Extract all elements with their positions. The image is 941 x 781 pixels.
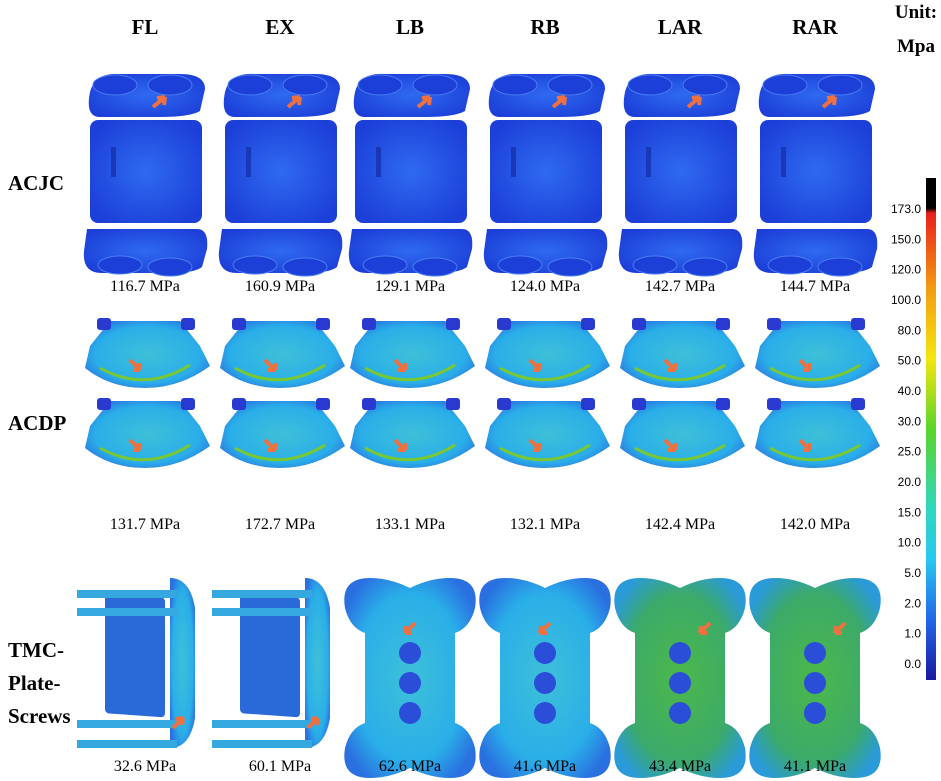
fea-image	[350, 318, 475, 468]
colorbar-label: 40.0	[898, 384, 922, 398]
fea-image	[220, 318, 345, 468]
colorbar-label: 30.0	[898, 414, 922, 428]
column-header: LAR	[658, 15, 703, 39]
fea-image	[485, 318, 610, 468]
fea-image	[481, 71, 610, 279]
column-header: LB	[396, 15, 424, 39]
colorbar-label: 50.0	[898, 354, 922, 368]
fea-image	[477, 576, 613, 780]
colorbar-label: 173.0	[891, 202, 921, 216]
fea-image	[346, 71, 475, 279]
stress-value: 142.4 MPa	[645, 516, 715, 533]
column-header: EX	[265, 15, 294, 39]
colorbar-label: 1.0	[904, 627, 921, 641]
stress-value: 142.7 MPa	[645, 278, 715, 295]
fea-image	[612, 576, 748, 780]
row-label: TMC-	[8, 638, 64, 662]
colorbar-label: 150.0	[891, 232, 921, 246]
colorbar-label: 2.0	[904, 596, 921, 610]
stress-value: 160.9 MPa	[245, 278, 315, 295]
stress-value: 132.1 MPa	[510, 516, 580, 533]
row-label: ACJC	[8, 171, 64, 195]
stress-value: 41.6 MPa	[514, 758, 576, 775]
colorbar-label: 20.0	[898, 475, 922, 489]
row-label: Plate-	[8, 671, 60, 695]
stress-value: 129.1 MPa	[375, 278, 445, 295]
stress-value: 142.0 MPa	[780, 516, 850, 533]
fea-image	[75, 576, 197, 750]
fea-image	[85, 318, 210, 468]
row-label: Screws	[8, 704, 71, 728]
column-header: RAR	[792, 15, 838, 39]
colorbar-label: 120.0	[891, 263, 921, 277]
fea-image	[620, 318, 745, 468]
colorbar-label: 15.0	[898, 505, 922, 519]
stress-value: 144.7 MPa	[780, 278, 850, 295]
colorbar-label: 25.0	[898, 445, 922, 459]
colorbar	[926, 178, 936, 680]
stress-value: 131.7 MPa	[110, 516, 180, 533]
colorbar-label: 5.0	[904, 566, 921, 580]
stress-value: 41.1 MPa	[784, 758, 846, 775]
stress-value: 43.4 MPa	[649, 758, 711, 775]
fea-image	[747, 576, 883, 780]
fea-image	[210, 576, 332, 750]
row-label: ACDP	[8, 411, 66, 435]
colorbar-label: 100.0	[891, 293, 921, 307]
stress-value: 62.6 MPa	[379, 758, 441, 775]
colorbar-label: 10.0	[898, 536, 922, 550]
stress-value: 116.7 MPa	[110, 278, 180, 295]
fea-image	[751, 71, 880, 279]
stress-value: 133.1 MPa	[375, 516, 445, 533]
fea-image	[616, 71, 745, 279]
fea-image	[342, 576, 478, 780]
stress-value: 32.6 MPa	[114, 758, 176, 775]
column-header: RB	[530, 15, 559, 39]
stress-value: 124.0 MPa	[510, 278, 580, 295]
fea-image	[81, 71, 210, 279]
unit-label: Mpa	[897, 36, 936, 57]
unit-label: Unit:	[895, 2, 937, 23]
stress-value: 172.7 MPa	[245, 516, 315, 533]
colorbar-label: 80.0	[898, 323, 922, 337]
fea-image	[216, 71, 345, 279]
column-header: FL	[132, 15, 159, 39]
colorbar-label: 0.0	[904, 657, 921, 671]
stress-value: 60.1 MPa	[249, 758, 311, 775]
fea-image	[755, 318, 880, 468]
